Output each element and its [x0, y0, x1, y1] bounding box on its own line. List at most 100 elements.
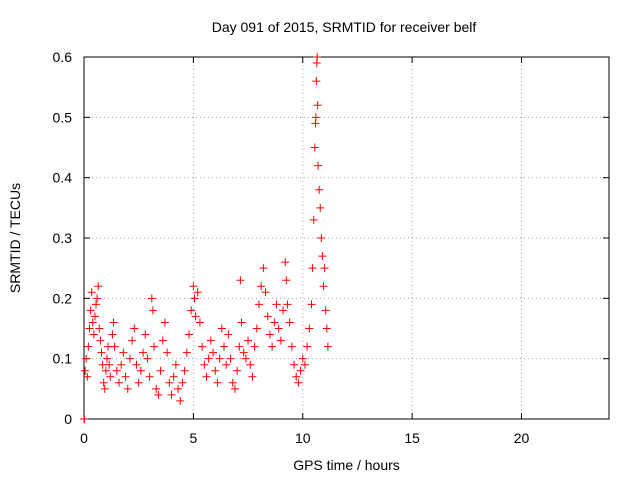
data-point — [206, 336, 215, 345]
data-point — [285, 318, 294, 327]
data-point — [322, 324, 331, 333]
data-point — [102, 354, 111, 363]
data-point — [139, 348, 148, 357]
data-point — [167, 390, 176, 399]
x-axis-title: GPS time / hours — [293, 457, 400, 473]
data-point — [198, 342, 207, 351]
data-point — [96, 336, 105, 345]
data-point — [130, 324, 139, 333]
data-point — [241, 354, 250, 363]
data-point — [121, 372, 130, 381]
data-point — [83, 372, 92, 381]
data-point — [117, 360, 126, 369]
data-point — [226, 354, 235, 363]
data-point — [255, 300, 263, 309]
data-point — [84, 342, 93, 351]
data-point — [156, 366, 165, 375]
data-point — [224, 330, 233, 339]
data-point — [152, 384, 161, 393]
data-point — [213, 378, 222, 387]
data-point — [189, 282, 198, 291]
data-point — [261, 288, 270, 297]
data-point — [233, 366, 242, 375]
data-point — [292, 372, 301, 381]
data-point — [215, 354, 224, 363]
data-point — [268, 342, 277, 351]
chart-title: Day 091 of 2015, SRMTID for receiver bel… — [212, 19, 477, 35]
y-tick-label: 0.3 — [53, 230, 73, 246]
data-point — [211, 366, 220, 375]
data-point — [191, 312, 200, 321]
x-tick-label: 20 — [514, 430, 530, 446]
data-point — [313, 101, 322, 110]
y-tick-label: 0.1 — [53, 351, 73, 367]
data-point — [82, 354, 91, 363]
data-point — [317, 234, 326, 242]
data-point — [319, 282, 328, 291]
data-point — [108, 330, 117, 339]
y-axis-title: SRMTID / TECUs — [7, 183, 23, 293]
data-point — [257, 282, 266, 291]
data-point — [272, 300, 281, 309]
data-point — [235, 342, 244, 351]
data-point — [145, 372, 154, 381]
data-point — [193, 288, 202, 297]
data-point — [150, 342, 158, 351]
data-point — [115, 378, 123, 387]
data-point — [87, 288, 96, 297]
data-point — [290, 360, 298, 369]
grid-lines — [84, 56, 609, 419]
data-point — [308, 264, 317, 273]
data-point — [310, 143, 319, 152]
data-point — [119, 348, 128, 357]
data-point — [321, 306, 330, 315]
data-point — [148, 306, 157, 315]
data-point — [123, 384, 132, 393]
data-point — [105, 360, 114, 369]
data-point — [204, 354, 213, 363]
data-point — [307, 300, 316, 309]
data-point — [296, 366, 305, 375]
data-point — [230, 384, 239, 393]
data-point — [182, 348, 191, 357]
data-point — [147, 294, 156, 303]
y-tick-label: 0 — [64, 411, 72, 427]
data-point — [125, 354, 134, 363]
data-point — [171, 360, 180, 369]
data-point — [106, 372, 115, 381]
x-tick-label: 5 — [189, 430, 197, 446]
data-point — [246, 360, 255, 369]
data-point — [100, 384, 109, 393]
data-point — [163, 348, 172, 357]
data-point — [174, 384, 183, 393]
data-point — [80, 415, 89, 423]
data-point — [143, 354, 152, 363]
data-point — [169, 372, 178, 381]
data-point — [95, 324, 104, 333]
data-point — [94, 282, 103, 291]
data-point — [283, 300, 292, 309]
data-point — [316, 203, 325, 212]
data-point — [228, 378, 237, 387]
data-point — [320, 264, 329, 273]
data-point — [305, 324, 314, 333]
x-axis-ticks: 0 5 10 15 20 — [80, 57, 529, 446]
data-point — [274, 324, 283, 333]
data-point — [248, 372, 257, 381]
data-point — [303, 342, 312, 351]
data-point — [81, 366, 90, 375]
data-point — [294, 378, 303, 387]
data-point — [217, 324, 226, 333]
y-tick-label: 0.5 — [53, 109, 73, 125]
data-point — [220, 342, 228, 351]
data-point — [97, 348, 106, 357]
data-point — [313, 53, 322, 61]
data-point — [281, 258, 290, 267]
data-point — [99, 378, 108, 387]
data-point — [237, 318, 246, 327]
data-point — [202, 372, 211, 381]
data-point — [259, 264, 268, 273]
x-tick-label: 10 — [295, 430, 311, 446]
